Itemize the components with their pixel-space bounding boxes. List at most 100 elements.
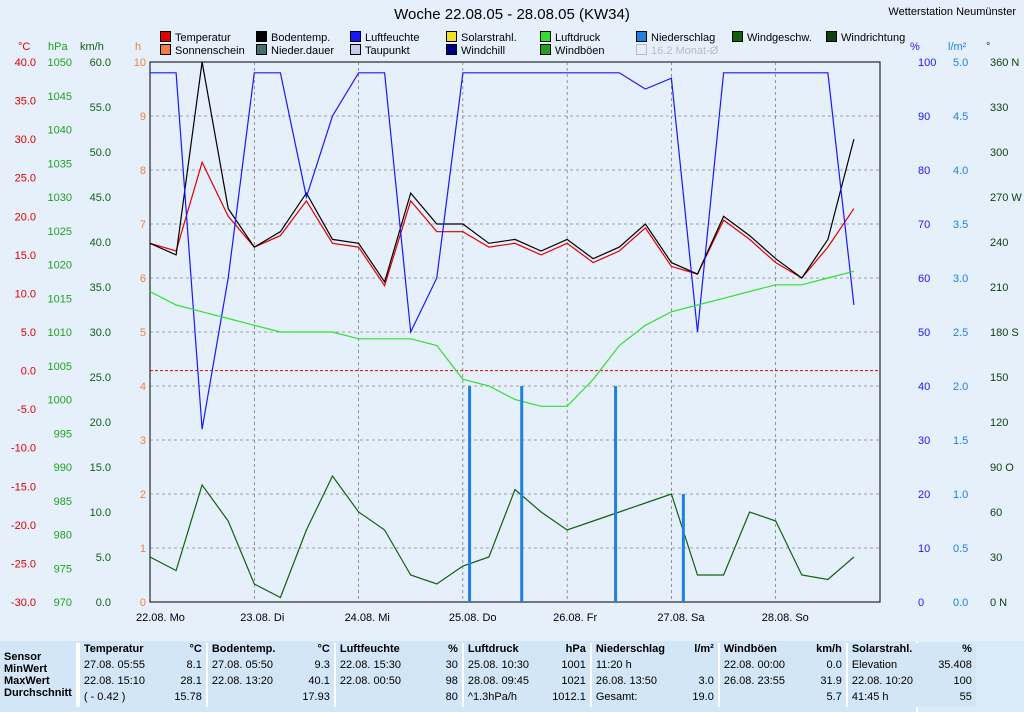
precip-bar	[614, 386, 618, 602]
tick-hours: 0	[140, 597, 146, 609]
tick-hpa: 970	[54, 597, 72, 609]
stats-cell: 22.08. 10:20	[851, 675, 914, 687]
stats-value: 98	[445, 675, 458, 687]
tick-temp: -10.0	[11, 443, 36, 455]
tick-percent: 40	[918, 381, 930, 393]
stats-cell: Windböen	[723, 643, 777, 655]
unit-kmh: km/h	[80, 41, 104, 53]
tick-hours: 2	[140, 489, 146, 501]
tick-percent: 90	[918, 111, 930, 123]
legend-label: Bodentemp.	[271, 32, 331, 44]
tick-dir: 0 N	[990, 597, 1007, 609]
stats-value: 17.93	[302, 691, 330, 703]
stats-cell: 22.08. 00:00	[723, 659, 786, 671]
stats-cell: Gesamt:	[595, 691, 638, 703]
legend-label: Windrichtung	[841, 32, 906, 44]
tick-temp: 5.0	[21, 327, 36, 339]
station-name: Wetterstation Neumünster	[888, 6, 1016, 18]
legend-label: Windgeschw.	[747, 32, 812, 44]
stats-row: Windböen km/h	[724, 643, 842, 659]
tick-hpa: 1040	[48, 125, 72, 137]
stats-cell: ( - 0.42 )	[83, 691, 126, 703]
tick-temp: 10.0	[15, 288, 36, 300]
stats-row: Bodentemp. °C	[212, 643, 330, 659]
stats-row: 5.7	[724, 691, 842, 707]
tick-dir: 180 S	[990, 327, 1019, 339]
stats-value: km/h	[816, 643, 842, 655]
legend-item: Taupunkt	[350, 44, 410, 57]
tick-kmh: 55.0	[90, 102, 111, 114]
tick-dir: 300	[990, 147, 1008, 159]
tick-hpa: 1030	[48, 192, 72, 204]
stats-value: 35.408	[938, 659, 972, 671]
legend-swatch	[636, 44, 647, 55]
stats-row: Gesamt: 19.0	[596, 691, 714, 707]
stats-value: %	[448, 643, 458, 655]
tick-lm2: 1.0	[953, 489, 968, 501]
stats-row: 22.08. 15:30 30	[340, 659, 458, 675]
stats-row: 22.08. 00:50 98	[340, 675, 458, 691]
legend-item: Bodentemp.	[256, 31, 330, 44]
precip-bar	[468, 386, 472, 602]
axes: 40.035.030.025.020.015.010.05.00.0-5.0-1…	[11, 57, 1022, 624]
tick-dir: 360 N	[990, 57, 1019, 69]
tick-hours: 10	[134, 57, 146, 69]
stats-header-sensor: Sensor	[4, 651, 42, 663]
tick-hours: 9	[140, 111, 146, 123]
stats-table: Sensor MinWert MaxWert Durchschnitt Temp…	[0, 643, 976, 707]
tick-kmh: 45.0	[90, 192, 111, 204]
stats-cell: 22.08. 00:50	[339, 675, 402, 687]
tick-hours: 6	[140, 273, 146, 285]
tick-day: 24.08. Mi	[345, 612, 390, 624]
stats-value: 3.0	[698, 675, 714, 687]
tick-hpa: 990	[54, 462, 72, 474]
tick-lm2: 5.0	[953, 57, 968, 69]
stats-value: 1021	[561, 675, 586, 687]
tick-kmh: 20.0	[90, 417, 111, 429]
stats-cell: 26.08. 23:55	[723, 675, 786, 687]
tick-hours: 4	[140, 381, 146, 393]
legend-label: Windchill	[461, 45, 506, 57]
legend-label: Solarstrahl.	[461, 32, 517, 44]
unit-hours: h	[135, 41, 142, 53]
stats-row: 22.08. 13:20 40.1	[212, 675, 330, 691]
stats-row: Niederschlag l/m²	[596, 643, 714, 659]
legend-swatch	[256, 31, 267, 42]
tick-temp: 0.0	[21, 366, 36, 378]
series-line	[149, 160, 855, 288]
tick-temp: 30.0	[15, 134, 36, 146]
stats-row: 11:20 h	[596, 659, 714, 675]
stats-cell: 28.08. 09:45	[467, 675, 530, 687]
stats-value: 1012.1	[552, 691, 586, 703]
legend-item: Nieder.dauer	[256, 44, 334, 57]
stats-cell: Temperatur	[83, 643, 144, 655]
legend-label: Nieder.dauer	[271, 45, 334, 57]
stats-cell: 25.08. 10:30	[467, 659, 530, 671]
stats-row: Luftdruck hPa	[468, 643, 586, 659]
stats-cell: Niederschlag	[595, 643, 665, 655]
tick-day: 25.08. Do	[449, 612, 497, 624]
tick-dir: 270 W	[990, 192, 1022, 204]
stats-cell: Luftfeuchte	[339, 643, 400, 655]
tick-hpa: 980	[54, 530, 72, 542]
stats-value: 15.78	[174, 691, 202, 703]
tick-hpa: 985	[54, 496, 72, 508]
tick-dir: 60	[990, 507, 1002, 519]
precip-bar	[520, 386, 524, 602]
stats-value: hPa	[565, 643, 586, 655]
legend-item: Sonnenschein	[160, 44, 245, 57]
tick-percent: 30	[918, 435, 930, 447]
stats-row: Solarstrahl.%	[852, 643, 972, 659]
stats-cell: 27.08. 05:50	[211, 659, 274, 671]
unit-hpa: hPa	[48, 41, 68, 53]
tick-temp: 35.0	[15, 96, 36, 108]
legend-swatch	[446, 44, 457, 55]
tick-day: 26.08. Fr	[553, 612, 597, 624]
tick-hpa: 1015	[48, 293, 72, 305]
tick-temp: -5.0	[17, 404, 36, 416]
stats-cell: Solarstrahl.	[851, 643, 913, 655]
series-line	[149, 270, 855, 407]
stats-cell: 22.08. 15:30	[339, 659, 402, 671]
tick-lm2: 4.0	[953, 165, 968, 177]
tick-dir: 120	[990, 417, 1008, 429]
